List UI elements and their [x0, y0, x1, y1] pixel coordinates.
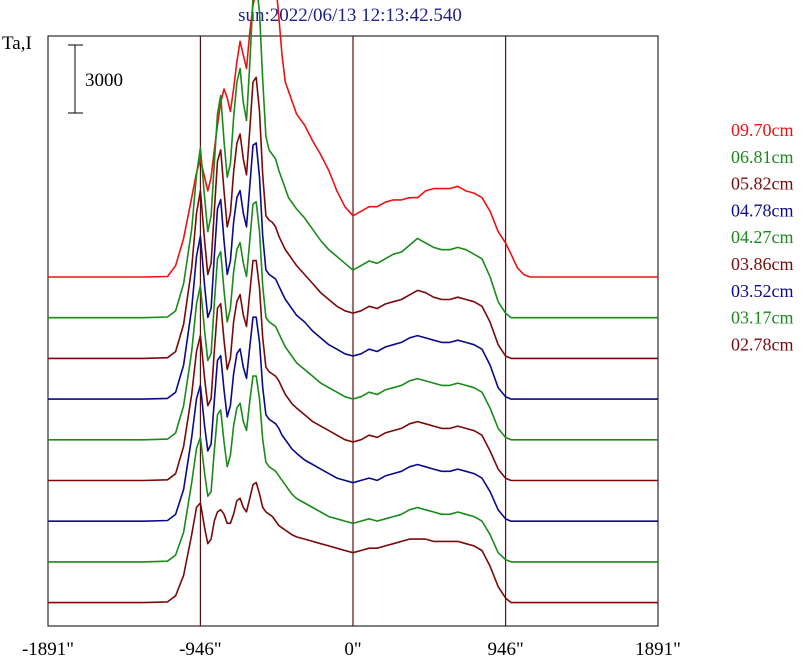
legend-entry-1: 06.81cm [731, 147, 794, 167]
y-axis-label: Ta,I [2, 33, 32, 54]
legend: 09.70cm 06.81cm 05.82cm 04.78cm 04.27cm 03.86… [731, 120, 794, 354]
vertical-reference-lines [199, 36, 507, 626]
x-tick-label-0: -1891" [22, 639, 74, 660]
legend-entry-7: 03.17cm [731, 308, 794, 328]
series-line-5 [48, 259, 658, 482]
x-tick-label-1: -946" [179, 639, 222, 660]
legend-entry-8: 02.78cm [731, 334, 794, 354]
x-tick-label-4: 1891" [635, 639, 681, 660]
chart-title: sun:2022/06/13 12:13:42.540 [238, 5, 462, 26]
series-line-3 [48, 142, 658, 400]
series-group [48, 0, 658, 604]
series-line-6 [48, 316, 658, 522]
x-tick-label-3: 946" [487, 639, 523, 660]
scale-bar-label: 3000 [85, 70, 123, 91]
legend-entry-5: 03.86cm [731, 254, 794, 274]
legend-entry-0: 09.70cm [731, 120, 794, 140]
x-tick-label-2: 0" [344, 639, 361, 660]
series-line-8 [48, 481, 658, 604]
series-line-0 [48, 0, 658, 278]
legend-entry-6: 03.52cm [731, 281, 794, 301]
legend-entry-3: 04.78cm [731, 200, 794, 220]
series-line-7 [48, 375, 658, 563]
scale-bar: 3000 [68, 44, 123, 114]
x-tick-labels: -1891" -946" 0" 946" 1891" [22, 639, 681, 660]
series-line-2 [48, 76, 658, 360]
legend-entry-4: 04.27cm [731, 227, 794, 247]
legend-entry-2: 05.82cm [731, 174, 794, 194]
series-line-1 [48, 0, 658, 319]
series-line-4 [48, 201, 658, 441]
